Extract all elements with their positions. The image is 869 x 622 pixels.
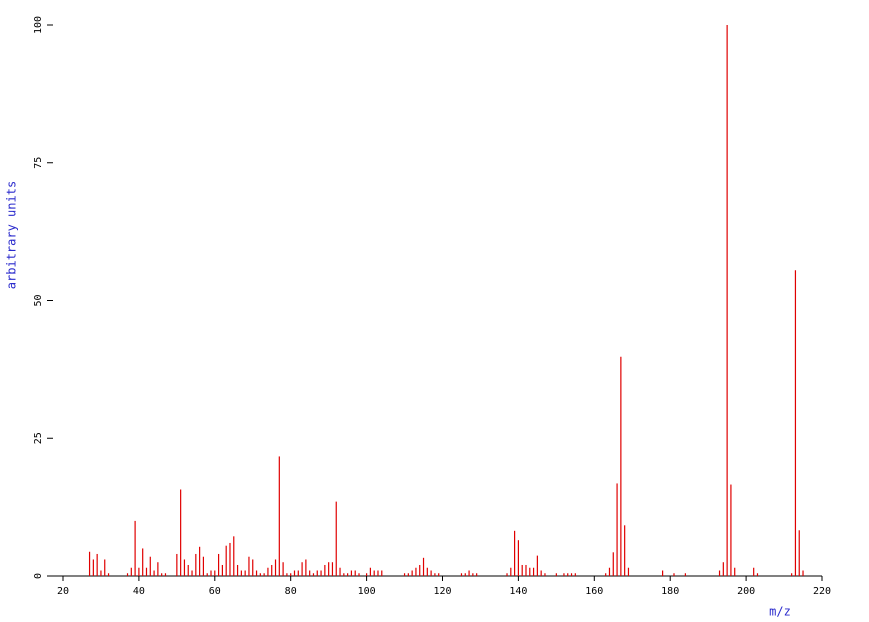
x-tick-label: 80 (285, 586, 297, 597)
y-tick-label: 25 (33, 432, 44, 444)
x-tick-label: 120 (433, 586, 451, 597)
y-tick-label: 100 (33, 16, 44, 34)
x-tick-label: 100 (358, 586, 376, 597)
x-tick-label: 220 (813, 586, 831, 597)
x-tick-label: 20 (57, 586, 69, 597)
x-tick-label: 60 (209, 586, 221, 597)
y-tick-label: 75 (33, 157, 44, 169)
y-tick-label: 0 (33, 573, 44, 579)
x-tick-label: 40 (133, 586, 145, 597)
y-axis-label: arbitrary units (5, 181, 19, 289)
x-tick-label: 160 (585, 586, 603, 597)
x-axis-label: m/z (769, 605, 791, 619)
y-tick-label: 50 (33, 294, 44, 306)
x-tick-label: 200 (737, 586, 755, 597)
x-tick-label: 140 (509, 586, 527, 597)
x-tick-label: 180 (661, 586, 679, 597)
